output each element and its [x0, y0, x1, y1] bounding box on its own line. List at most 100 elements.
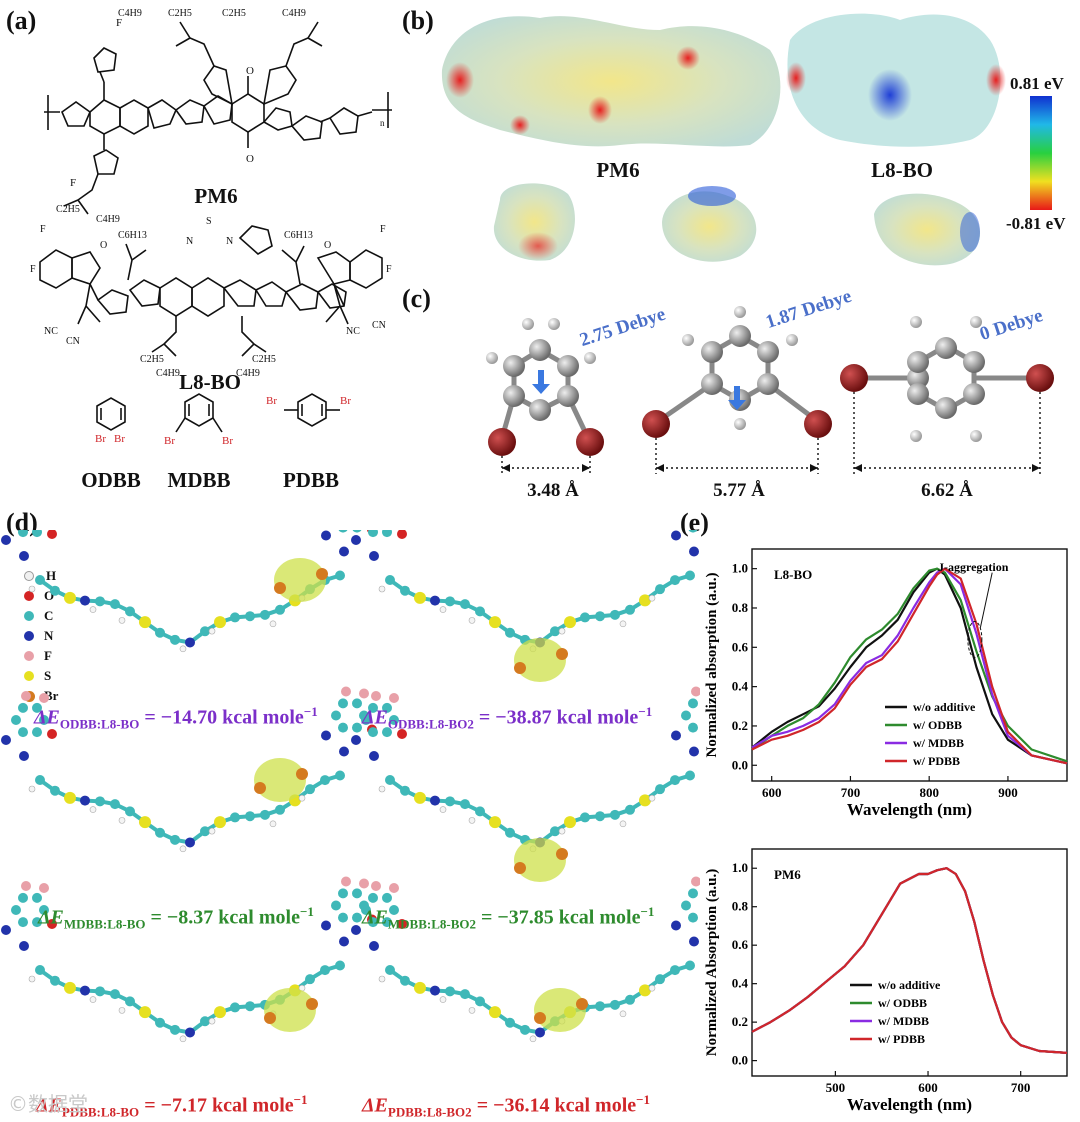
esp-pm6-name: PM6 [596, 158, 640, 182]
atom [439, 996, 447, 1003]
atom [489, 816, 501, 829]
atom [580, 612, 590, 623]
legend-n-label: N [44, 628, 54, 643]
atom [264, 1012, 276, 1024]
atom [11, 715, 21, 725]
atom [274, 582, 286, 594]
atom [321, 730, 331, 741]
atom [208, 1017, 216, 1025]
atom [19, 941, 29, 951]
delta-e-symbol: ΔE [362, 706, 388, 729]
n-subscript: n [380, 118, 385, 128]
atom [64, 791, 76, 804]
y-tick-label: 0.8 [732, 899, 749, 914]
atom [564, 816, 576, 829]
odbb-geometry [486, 318, 604, 456]
plot-frame [751, 548, 1068, 782]
interaction-isosurface [274, 558, 326, 602]
pdbb-br-1: Br [266, 395, 277, 407]
atom [89, 996, 97, 1003]
atom [50, 975, 60, 986]
atom [18, 917, 28, 928]
atom [341, 876, 351, 887]
atom [298, 794, 306, 802]
atom [460, 799, 470, 810]
atom [338, 698, 348, 709]
atom [118, 817, 126, 824]
atom [685, 770, 695, 781]
atom [610, 809, 620, 820]
atom [400, 585, 410, 596]
chain-c2h5-b: C2H5 [222, 8, 246, 19]
atom [368, 892, 378, 903]
atom [170, 1024, 180, 1035]
atom [430, 595, 440, 606]
l8bo-o-2: O [324, 240, 331, 251]
atom [339, 746, 349, 757]
y-tick-label: 0.6 [732, 937, 749, 952]
atom [685, 960, 695, 971]
l8bo-c2h5-l: C2H5 [140, 354, 164, 365]
atom [688, 912, 698, 923]
colorbar-min-label: -0.81 eV [1006, 214, 1066, 233]
atom [306, 998, 318, 1010]
atom [32, 917, 42, 928]
atom [1, 535, 11, 545]
plot-frame [751, 848, 1068, 1077]
atom [260, 609, 270, 620]
atom [670, 775, 680, 786]
legend-f-icon [24, 651, 34, 661]
complex-4 [1, 876, 377, 1043]
atom [335, 960, 345, 971]
x-tick-label: 600 [918, 1080, 938, 1095]
atom [18, 892, 28, 903]
chain-c4h9-c: C4H9 [96, 214, 120, 225]
atom [28, 585, 36, 593]
atom [564, 616, 576, 629]
atom [689, 546, 699, 557]
atom [18, 530, 28, 538]
atom [430, 795, 440, 806]
chain-c2h5-a: C2H5 [168, 8, 192, 19]
odbb-name: ODBB [81, 468, 141, 492]
energy-value: = −36.14 kcal mole [471, 1094, 637, 1117]
x-tick-label: 900 [998, 785, 1018, 800]
atom [230, 612, 240, 623]
legend-row-s: S [24, 666, 84, 686]
inset-label: PM6 [774, 867, 801, 882]
panel-b-esp [441, 13, 1052, 266]
atom [11, 905, 21, 915]
atom [670, 965, 680, 976]
atom [89, 606, 97, 613]
panel-label-c: (c) [402, 284, 431, 313]
pdbb-esp-surface [874, 193, 981, 266]
atom [200, 826, 210, 837]
chart-pm6-absorption: 500 600 700 0.0 0.2 0.4 0.6 0.8 1.0 Wavelength (n… [704, 848, 1068, 1114]
pm6-structure [44, 21, 392, 215]
atom [688, 722, 698, 733]
mdbb-br-1: Br [164, 435, 175, 447]
atom [185, 837, 195, 848]
atom [625, 804, 635, 815]
atom [389, 905, 399, 915]
panel-a-structures: F F O O n C4H9 C2H5 C2H5 C4H9 C2H5 C4H9 [30, 8, 392, 447]
l8bo-c6h13-r: C6H13 [284, 230, 313, 241]
atom [95, 596, 105, 607]
atom [691, 686, 700, 697]
pdbb-distance-label: 6.62 Å [921, 480, 973, 501]
odbb-br-1: Br [95, 433, 106, 445]
interaction-isosurface [514, 838, 566, 882]
atom [18, 702, 28, 713]
x-tick-label: 700 [1011, 1080, 1031, 1095]
atom [689, 936, 699, 947]
atom [619, 1010, 627, 1018]
x-axis-label: Wavelength (nm) [847, 1095, 972, 1114]
delta-e-symbol: ΔE [36, 1094, 62, 1117]
l8bo-c4h9-l: C4H9 [156, 368, 180, 379]
atom [275, 804, 285, 815]
legend-s-label: S [44, 668, 52, 683]
pdbb-br-2: Br [340, 395, 351, 407]
odbb-dipole-arrow [532, 370, 550, 394]
atom [339, 936, 349, 947]
atom [185, 637, 195, 648]
